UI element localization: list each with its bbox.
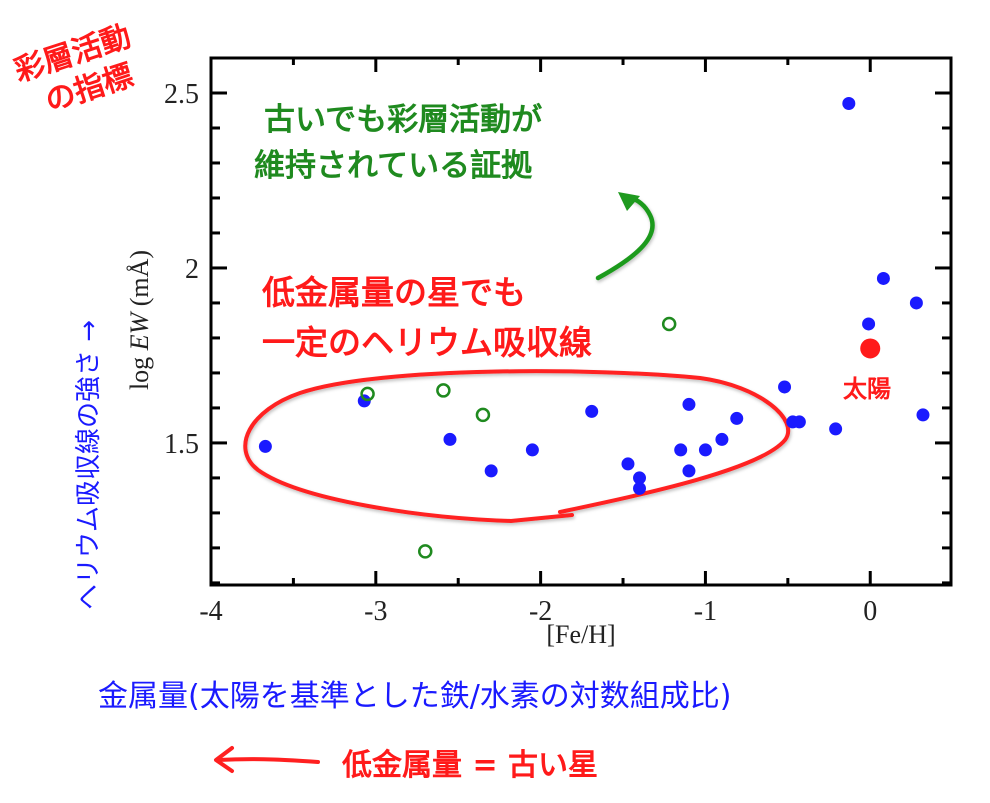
- x-tick-label: 0: [863, 596, 877, 627]
- red-note-line2: 一定のヘリウム吸収線: [262, 323, 592, 362]
- y-tick-label: 2: [185, 254, 199, 285]
- plot-frame: [209, 56, 953, 587]
- data-point-open: [661, 316, 677, 332]
- red-note-line1: 低金属量の星でも: [262, 273, 526, 312]
- data-point: [909, 296, 923, 310]
- green-note: 古いでも彩層活動が 維持されている証拠: [254, 97, 543, 189]
- tick-labels: -4 -3 -2 -1 0 1.5 2 2.5: [164, 79, 877, 627]
- data-points: [258, 96, 930, 559]
- y-axis-label-prefix: log: [125, 350, 154, 390]
- data-point: [674, 443, 688, 457]
- data-point: [633, 481, 647, 495]
- lasso-ellipse: [243, 369, 791, 524]
- y-axis-label-suffix: (mÅ): [125, 250, 154, 313]
- y-tick-label: 2.5: [164, 79, 199, 110]
- left-arrow: [216, 757, 320, 764]
- green-note-line2: 維持されている証拠: [254, 148, 533, 184]
- left-arrow-head: [214, 746, 234, 773]
- sun-label: 太陽: [843, 375, 891, 403]
- x-tick-label: -1: [694, 596, 717, 627]
- data-point: [357, 394, 371, 408]
- data-point: [682, 397, 696, 411]
- data-point: [443, 432, 457, 446]
- data-point-open: [360, 386, 375, 402]
- data-point: [842, 96, 856, 110]
- data-point: [525, 443, 539, 457]
- data-point: [258, 439, 272, 453]
- data-point: [621, 457, 635, 471]
- axis-ticks: [209, 56, 951, 585]
- green-note-line1: 古いでも彩層活動が: [264, 102, 543, 138]
- data-point-open: [418, 544, 433, 559]
- data-point: [916, 408, 930, 422]
- data-point: [730, 411, 744, 425]
- data-point: [792, 415, 806, 429]
- data-point: [633, 471, 647, 485]
- data-point: [829, 422, 843, 436]
- data-point: [778, 380, 792, 394]
- y-tick-label: 1.5: [164, 429, 199, 460]
- data-point-sun: [860, 338, 881, 359]
- y-axis-label: log EW (mÅ): [125, 250, 154, 390]
- x-tick-label: -2: [529, 596, 552, 627]
- red-note: 低金属量の星でも 一定のヘリウム吸収線: [262, 268, 592, 368]
- data-point: [876, 271, 890, 285]
- data-point-open: [475, 407, 491, 423]
- data-point-open: [436, 383, 451, 398]
- data-point: [698, 443, 712, 457]
- data-point: [862, 317, 876, 331]
- data-point: [715, 432, 729, 446]
- x-axis-label: [Fe/H]: [546, 620, 615, 649]
- green-arrow: [595, 193, 655, 281]
- green-arrow-head: [618, 192, 640, 211]
- x-tick-label: -4: [199, 596, 222, 627]
- x-arrow-note: 低金属量 = 古い星: [342, 748, 599, 783]
- y-axis-label-italic: EW: [125, 310, 154, 351]
- data-point: [484, 464, 498, 478]
- y-side-label: ヘリウム吸収線の強さ →: [74, 319, 104, 610]
- data-point: [682, 464, 696, 478]
- data-point: [585, 404, 599, 418]
- x-description: 金属量(太陽を基準とした鉄/水素の対数組成比): [98, 679, 732, 714]
- x-tick-label: -3: [364, 596, 387, 627]
